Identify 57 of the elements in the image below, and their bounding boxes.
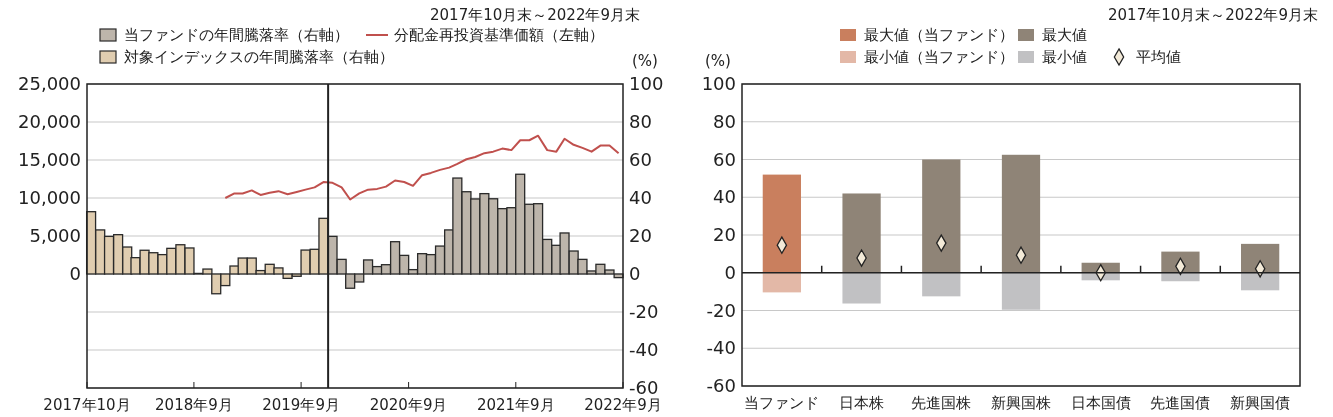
x-tick-label: 2021年9月 — [476, 396, 555, 414]
x-tick-label: 2019年9月 — [262, 396, 340, 414]
bar — [922, 159, 961, 273]
line-series — [224, 134, 620, 201]
y-tick-label: 0 — [69, 263, 81, 284]
x-tick-label: 2022年9月 — [584, 396, 662, 414]
y2-tick-label: -20 — [629, 301, 659, 322]
legend-label: 分配金再投資基準価額（左軸） — [394, 26, 604, 44]
legend-label: 最大値 — [1042, 26, 1087, 44]
y2-tick-label: 0 — [629, 263, 641, 284]
legend-label: 最小値 — [1042, 48, 1087, 66]
x-tick-label: 2018年9月 — [155, 396, 233, 414]
y2-tick-label: -40 — [629, 339, 659, 360]
y-tick-label: 20,000 — [18, 111, 81, 132]
chart-title: 2017年10月末～2022年9月末 — [1108, 6, 1318, 24]
y-tick-label: -20 — [706, 299, 736, 321]
y-tick-label: -40 — [706, 337, 736, 359]
y-tick-label: 0 — [724, 261, 736, 283]
x-tick-label: 当ファンド — [744, 394, 820, 412]
x-tick-label: 新興国債 — [1230, 394, 1291, 412]
y2-tick-label: 40 — [629, 187, 652, 208]
legend-label: 対象インデックスの年間騰落率（右軸） — [124, 48, 394, 66]
y-tick-label: 20 — [713, 224, 736, 245]
x-tick-label: 日本国債 — [1070, 394, 1131, 412]
x-tick-label: 日本株 — [839, 394, 885, 412]
bar — [842, 272, 881, 304]
legend-label: 最小値（当ファンド） — [864, 48, 1014, 66]
x-tick-label: 2020年9月 — [369, 396, 448, 414]
y-tick-label: 40 — [713, 186, 736, 208]
y2-axis-title: (%) — [632, 52, 658, 70]
x-tick-label: 先進国債 — [1150, 394, 1211, 412]
y-tick-label: 15,000 — [18, 149, 81, 170]
x-tick-label: 新興国株 — [991, 394, 1051, 412]
y-tick-label: 60 — [713, 148, 736, 170]
y2-tick-label: -60 — [629, 377, 659, 398]
y-tick-label: 100 — [701, 73, 736, 94]
y-tick-label: -60 — [706, 375, 736, 396]
y-tick-label: 80 — [713, 110, 736, 132]
y-tick-label: 10,000 — [18, 187, 81, 208]
y-axis-title: (%) — [705, 52, 731, 70]
x-tick-label: 先進国株 — [911, 394, 972, 412]
bar — [922, 272, 961, 297]
legend-label: 平均値 — [1136, 48, 1181, 66]
bar — [762, 272, 801, 293]
y2-tick-label: 80 — [629, 111, 652, 132]
legend-label: 最大値（当ファンド） — [864, 26, 1014, 44]
chart-title: 2017年10月末～2022年9月末 — [430, 6, 640, 24]
legend-label: 当ファンドの年間騰落率（右軸） — [124, 26, 349, 44]
y2-tick-label: 20 — [629, 225, 652, 246]
y-tick-label: 25,000 — [18, 73, 81, 94]
bar — [1001, 154, 1041, 273]
y-tick-label: 5,000 — [29, 225, 81, 246]
y2-tick-label: 60 — [629, 149, 652, 170]
bar — [762, 174, 801, 273]
bar — [842, 193, 881, 273]
y2-tick-label: 100 — [629, 73, 664, 94]
x-tick-label: 2017年10月 — [43, 396, 131, 414]
